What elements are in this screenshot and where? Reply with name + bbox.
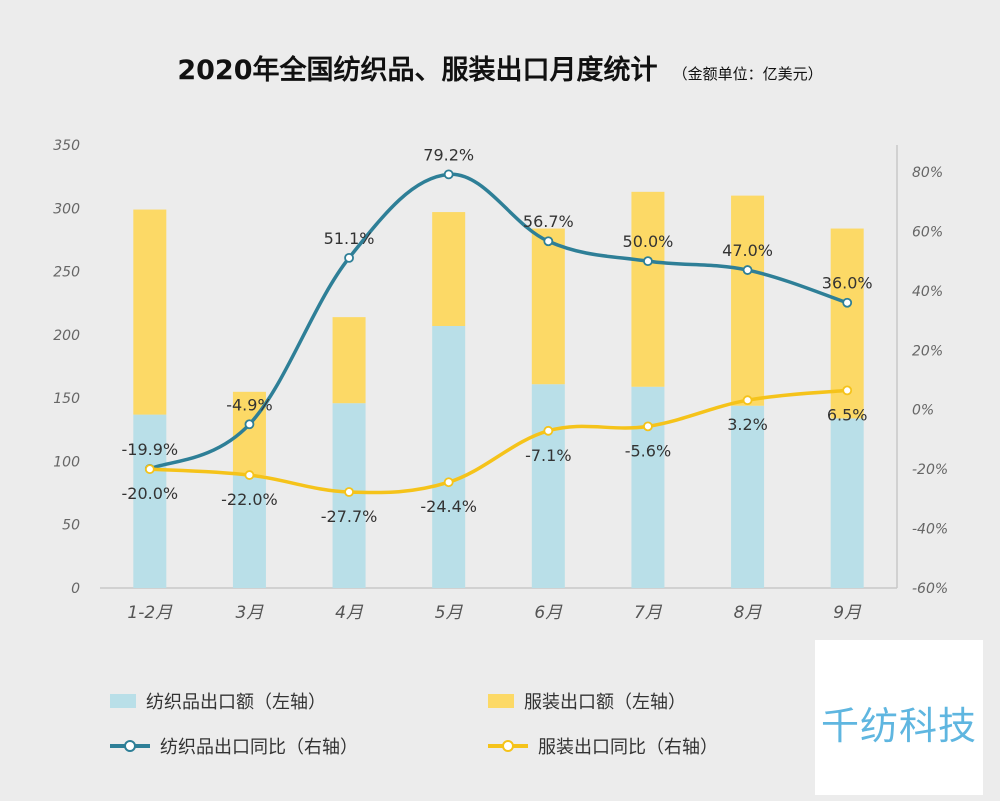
data-label-textile-yoy: 56.7% — [523, 212, 574, 231]
x-tick-label: 6月 — [534, 603, 563, 623]
point-textile-yoy — [443, 169, 454, 180]
x-tick-label: 4月 — [335, 603, 364, 623]
lines-layer — [144, 169, 853, 497]
point-apparel-yoy — [543, 425, 554, 436]
data-label-apparel-yoy: -7.1% — [525, 446, 571, 465]
legend-item-apparel-yoy: 服装出口同比（右轴） — [488, 733, 718, 759]
legend-label-apparel-export: 服装出口额（左轴） — [524, 692, 686, 713]
point-textile-yoy — [344, 252, 354, 263]
chart-title: 2020年全国纺织品、服装出口月度统计 — [177, 55, 658, 86]
right-y-tick-label: 0% — [912, 403, 934, 419]
point-apparel-yoy — [344, 487, 354, 497]
data-label-apparel-yoy: 3.2% — [727, 415, 768, 434]
watermark-logo: 千纺科技 — [815, 640, 983, 795]
left-y-tick-label: 300 — [53, 201, 80, 217]
legend-swatch-textile-yoy — [110, 739, 150, 753]
left-y-tick-label: 50 — [62, 518, 80, 534]
axes-layer: 0 50 100 150 200 250 300 350 -60% -40% -20% 0% 20% 40… — [53, 138, 948, 623]
x-tick-label: 3月 — [236, 603, 265, 623]
x-tick-label: 5月 — [435, 603, 464, 623]
bar-apparel-export — [133, 209, 167, 415]
right-y-tick-label: -40% — [912, 522, 948, 538]
data-label-apparel-yoy: -22.0% — [221, 490, 278, 509]
labels-layer: -19.9% -20.0% -4.9% -22.0% 51.1% -27.7% 79.2% -… — [122, 145, 873, 526]
data-label-apparel-yoy: 6.5% — [827, 405, 868, 424]
point-textile-yoy — [842, 297, 853, 308]
x-tick-label: 8月 — [734, 603, 763, 623]
data-label-textile-yoy: -4.9% — [226, 395, 272, 414]
point-textile-yoy — [244, 419, 255, 430]
chart-unit: （金额单位：亿美元） — [672, 65, 823, 83]
data-label-textile-yoy: 50.0% — [623, 232, 674, 251]
legend-swatch-textile-export — [110, 694, 136, 708]
watermark-text: 千纺科技 — [821, 704, 978, 748]
point-textile-yoy — [643, 256, 653, 267]
data-label-textile-yoy: 47.0% — [722, 241, 773, 260]
right-y-tick-label: 20% — [912, 343, 943, 359]
legend: 纺织品出口额（左轴） 服装出口额（左轴） 纺织品出口同比（右轴） 服装出口同比（… — [0, 660, 1000, 780]
right-y-tick-label: 60% — [912, 224, 943, 240]
legend-item-apparel-export: 服装出口额（左轴） — [488, 688, 686, 714]
legend-item-textile-yoy: 纺织品出口同比（右轴） — [110, 733, 358, 759]
bar-textile-export — [830, 418, 864, 588]
point-apparel-yoy — [144, 464, 155, 475]
right-y-tick-label: 80% — [912, 165, 943, 181]
left-y-tick-label: 200 — [53, 328, 80, 344]
data-label-textile-yoy: 51.1% — [324, 229, 375, 248]
bar-apparel-export — [731, 195, 765, 406]
right-y-tick-label: -20% — [912, 462, 948, 478]
x-tick-label: 9月 — [833, 603, 862, 623]
bars-layer — [133, 191, 864, 588]
line-textile-yoy — [149, 172, 848, 471]
data-label-apparel-yoy: -27.7% — [321, 507, 378, 526]
legend-label-apparel-yoy: 服装出口同比（右轴） — [538, 737, 718, 758]
legend-label-textile-export: 纺织品出口额（左轴） — [146, 692, 326, 713]
chart-canvas: 0 50 100 150 200 250 300 350 -60% -40% -20% 0% 20% 40… — [53, 138, 948, 623]
left-y-tick-label: 150 — [53, 391, 80, 407]
legend-swatch-apparel-yoy — [488, 739, 528, 753]
left-y-tick-label: 100 — [53, 454, 80, 470]
bar-apparel-export — [432, 212, 466, 326]
bar-textile-export — [631, 386, 665, 588]
data-label-textile-yoy: 36.0% — [822, 274, 873, 293]
left-y-tick-label: 0 — [71, 581, 80, 597]
line-apparel-yoy — [149, 388, 848, 495]
right-y-tick-label: -60% — [912, 581, 948, 597]
data-label-textile-yoy: -19.9% — [122, 440, 179, 459]
data-label-apparel-yoy: -20.0% — [122, 484, 179, 503]
data-label-apparel-yoy: -5.6% — [625, 441, 671, 460]
legend-label-textile-yoy: 纺织品出口同比（右轴） — [160, 737, 358, 758]
x-tick-label: 1-2月 — [127, 603, 173, 623]
point-apparel-yoy — [443, 477, 454, 488]
point-apparel-yoy — [742, 395, 753, 406]
left-y-tick-label: 350 — [53, 138, 80, 154]
legend-swatch-apparel-export — [488, 694, 514, 708]
right-y-tick-label: 40% — [912, 284, 943, 300]
data-label-textile-yoy: 79.2% — [423, 145, 474, 164]
legend-item-textile-export: 纺织品出口额（左轴） — [110, 688, 326, 714]
bar-textile-export — [531, 384, 565, 588]
bar-textile-export — [232, 475, 266, 588]
point-textile-yoy — [543, 236, 554, 247]
bar-apparel-export — [332, 317, 366, 404]
bar-textile-export — [731, 405, 765, 588]
point-apparel-yoy — [244, 470, 255, 480]
bar-textile-export — [133, 414, 167, 588]
bar-apparel-export — [531, 228, 565, 385]
left-y-tick-label: 250 — [53, 265, 80, 281]
x-tick-label: 7月 — [634, 603, 663, 623]
chart-title-block: 2020年全国纺织品、服装出口月度统计 （金额单位：亿美元） — [0, 48, 1000, 87]
bar-apparel-export — [631, 191, 665, 387]
point-textile-yoy — [742, 265, 753, 275]
point-apparel-yoy — [842, 385, 853, 396]
point-apparel-yoy — [643, 421, 653, 432]
bar-textile-export — [432, 325, 466, 588]
data-label-apparel-yoy: -24.4% — [420, 497, 477, 516]
